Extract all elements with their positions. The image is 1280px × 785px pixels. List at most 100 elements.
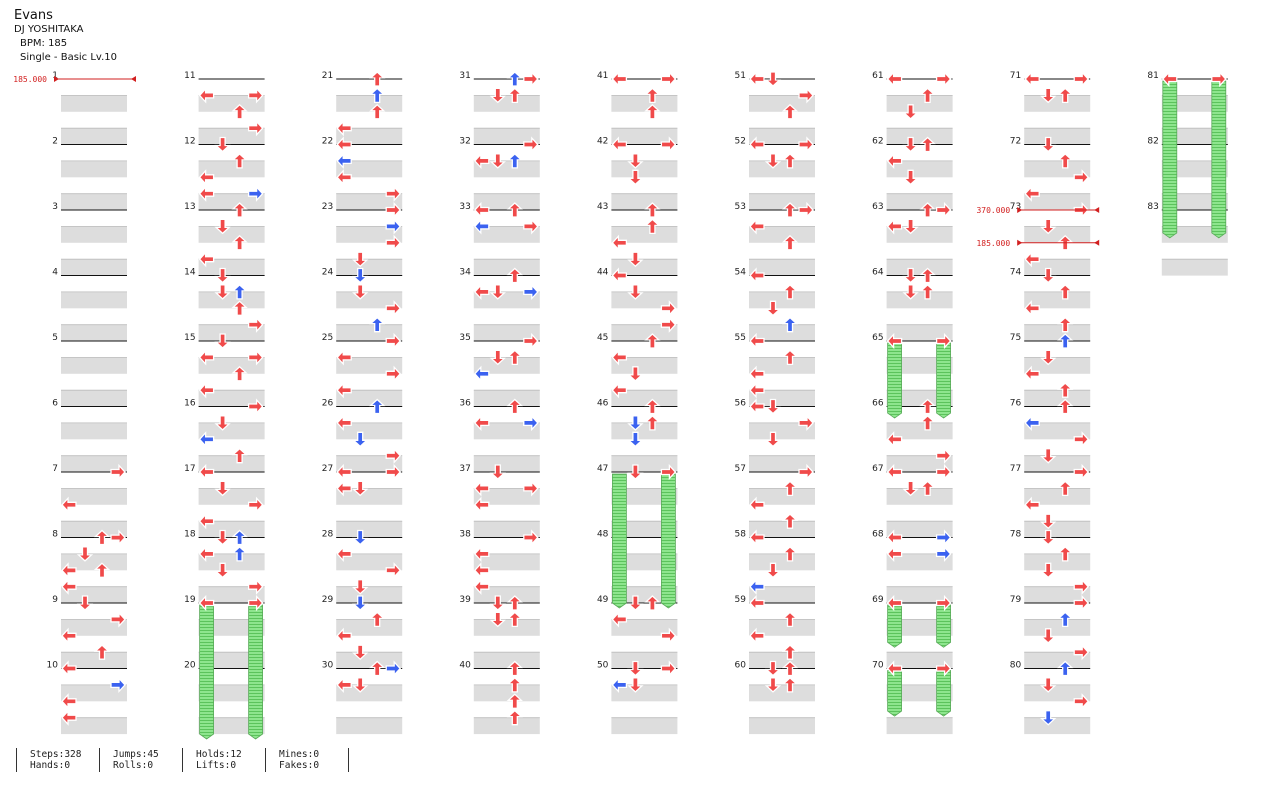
left-arrow [886, 594, 903, 612]
beat-band [611, 553, 678, 571]
down-arrow [902, 169, 919, 186]
bpm-value-label: 185.000 [976, 239, 1010, 248]
measure-number: 16 [184, 399, 196, 409]
beat-band [886, 586, 953, 604]
right-arrow [247, 87, 264, 104]
hold-body [936, 342, 951, 419]
beat-band [1024, 226, 1091, 243]
down-arrow [352, 284, 369, 300]
down-arrow [1040, 349, 1057, 366]
down-arrow [352, 480, 369, 497]
up-arrow [506, 660, 523, 677]
hold-body [887, 604, 902, 648]
right-arrow [523, 414, 539, 432]
beat-band [1024, 390, 1091, 407]
up-arrow [781, 611, 799, 628]
down-arrow [352, 579, 369, 595]
up-arrow [781, 644, 799, 660]
beat-band [886, 226, 953, 243]
left-arrow [886, 545, 903, 563]
stat-holds: Holds:12 [196, 749, 242, 760]
right-arrow [935, 545, 952, 563]
left-arrow [473, 545, 490, 563]
left-arrow [198, 185, 215, 202]
bpm-marker-start [1017, 207, 1023, 213]
beat-band [886, 488, 953, 505]
measure-number: 51 [735, 71, 746, 81]
beat-band [1024, 619, 1091, 636]
down-arrow [214, 480, 231, 497]
down-arrow [1040, 628, 1057, 644]
measure-number: 14 [184, 268, 196, 278]
hold-body [1211, 80, 1227, 239]
measure-number: 10 [47, 661, 59, 671]
measure-number: 36 [459, 399, 471, 409]
beat-band [198, 684, 265, 702]
beat-band [61, 619, 127, 636]
measure-number: 56 [735, 399, 747, 409]
up-arrow [369, 316, 386, 333]
bpm-value-label: 185.000 [13, 75, 47, 84]
down-arrow [1040, 677, 1057, 693]
left-arrow [336, 120, 352, 137]
up-arrow [919, 398, 936, 415]
measure-number: 69 [872, 595, 884, 605]
hold-notes [199, 80, 1227, 740]
left-arrow [611, 267, 628, 284]
right-arrow [385, 234, 402, 251]
left-arrow [61, 496, 77, 513]
beat-band [336, 95, 403, 112]
bpm-marker-end [131, 76, 136, 82]
left-arrow [198, 545, 215, 563]
right-arrow [798, 136, 814, 153]
up-arrow [231, 234, 248, 251]
left-arrow [473, 283, 490, 301]
measure-number: 24 [322, 268, 334, 278]
up-arrow [781, 349, 799, 366]
left-arrow [336, 480, 352, 497]
beat-band [886, 95, 953, 112]
measure-number: 47 [597, 464, 608, 474]
stats-col-holds: Holds:12 Lifts:0 [182, 748, 265, 772]
left-arrow [198, 463, 215, 481]
beat-band [1161, 193, 1228, 211]
left-arrow [336, 676, 352, 694]
beat-band [611, 586, 678, 604]
left-arrow [473, 152, 490, 170]
right-arrow [523, 480, 539, 497]
left-arrow [749, 594, 765, 612]
beat-band [336, 652, 403, 669]
down-arrow [627, 366, 644, 382]
beat-band [749, 390, 815, 407]
beat-band [336, 226, 403, 243]
left-arrow [473, 496, 490, 513]
measure-number: 12 [184, 137, 195, 147]
right-arrow [1073, 644, 1090, 661]
left-arrow [886, 660, 903, 677]
right-arrow [247, 578, 264, 595]
measure-number: 60 [735, 661, 747, 671]
left-arrow [749, 365, 765, 382]
measure-number: 67 [872, 464, 883, 474]
down-arrow [214, 562, 231, 579]
up-arrow [231, 529, 248, 546]
up-arrow [644, 87, 661, 104]
right-arrow [1073, 169, 1090, 186]
beat-band [61, 324, 127, 342]
left-arrow [61, 627, 77, 644]
left-arrow [61, 562, 77, 579]
left-arrow [473, 414, 490, 432]
right-arrow [523, 136, 539, 153]
measure-number: 77 [1010, 464, 1021, 474]
beat-band [1161, 160, 1228, 178]
beat-band [611, 193, 678, 211]
left-arrow [336, 152, 352, 170]
measure-number: 7 [52, 464, 58, 474]
up-arrow [369, 660, 386, 677]
beat-band [61, 128, 127, 145]
left-arrow [473, 218, 490, 235]
left-arrow [1024, 70, 1040, 88]
up-arrow [781, 677, 799, 693]
beat-band [886, 259, 953, 276]
down-arrow [764, 300, 782, 317]
